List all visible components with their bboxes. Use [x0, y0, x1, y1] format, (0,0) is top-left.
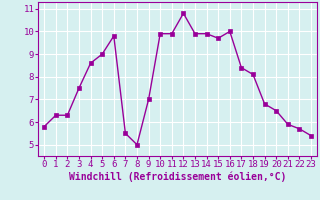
X-axis label: Windchill (Refroidissement éolien,°C): Windchill (Refroidissement éolien,°C) [69, 172, 286, 182]
